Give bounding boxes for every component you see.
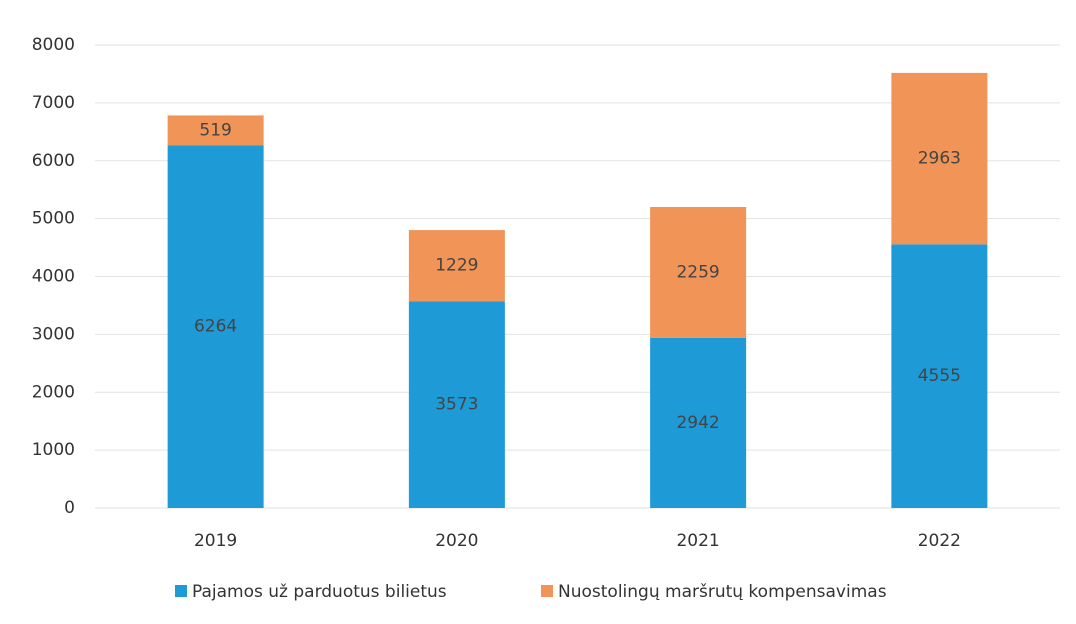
bar-segment	[891, 244, 988, 508]
x-tick-label: 2020	[435, 531, 478, 551]
data-label: 519	[199, 120, 231, 140]
data-label: 3573	[435, 395, 478, 415]
data-label: 1229	[435, 256, 478, 276]
x-tick-label: 2019	[194, 531, 237, 551]
bar-segment	[650, 337, 747, 508]
data-label: 2942	[676, 413, 719, 433]
data-label: 4555	[918, 366, 961, 386]
y-tick-label: 6000	[32, 151, 75, 171]
data-label: 2963	[918, 149, 961, 169]
legend-label: Nuostolingų maršrutų kompensavimas	[558, 582, 887, 602]
y-tick-label: 3000	[32, 324, 75, 344]
y-tick-label: 0	[64, 498, 75, 518]
bar-segment	[650, 206, 747, 338]
bar-segment	[167, 145, 264, 508]
y-tick-label: 4000	[32, 267, 75, 287]
y-tick-label: 8000	[32, 35, 75, 55]
bar-segment	[891, 72, 988, 245]
data-label: 2259	[676, 262, 719, 282]
y-tick-label: 1000	[32, 440, 75, 460]
bar-segment	[167, 115, 264, 146]
bar-segment	[408, 230, 505, 302]
x-tick-label: 2022	[918, 531, 961, 551]
data-label: 6264	[194, 317, 237, 337]
bar-segment	[408, 301, 505, 508]
legend-swatch	[541, 585, 553, 597]
legend-swatch	[175, 585, 187, 597]
y-tick-label: 2000	[32, 382, 75, 402]
x-tick-label: 2021	[676, 531, 719, 551]
y-tick-label: 5000	[32, 209, 75, 229]
y-tick-label: 7000	[32, 93, 75, 113]
legend-label: Pajamos už parduotus bilietus	[192, 582, 447, 602]
